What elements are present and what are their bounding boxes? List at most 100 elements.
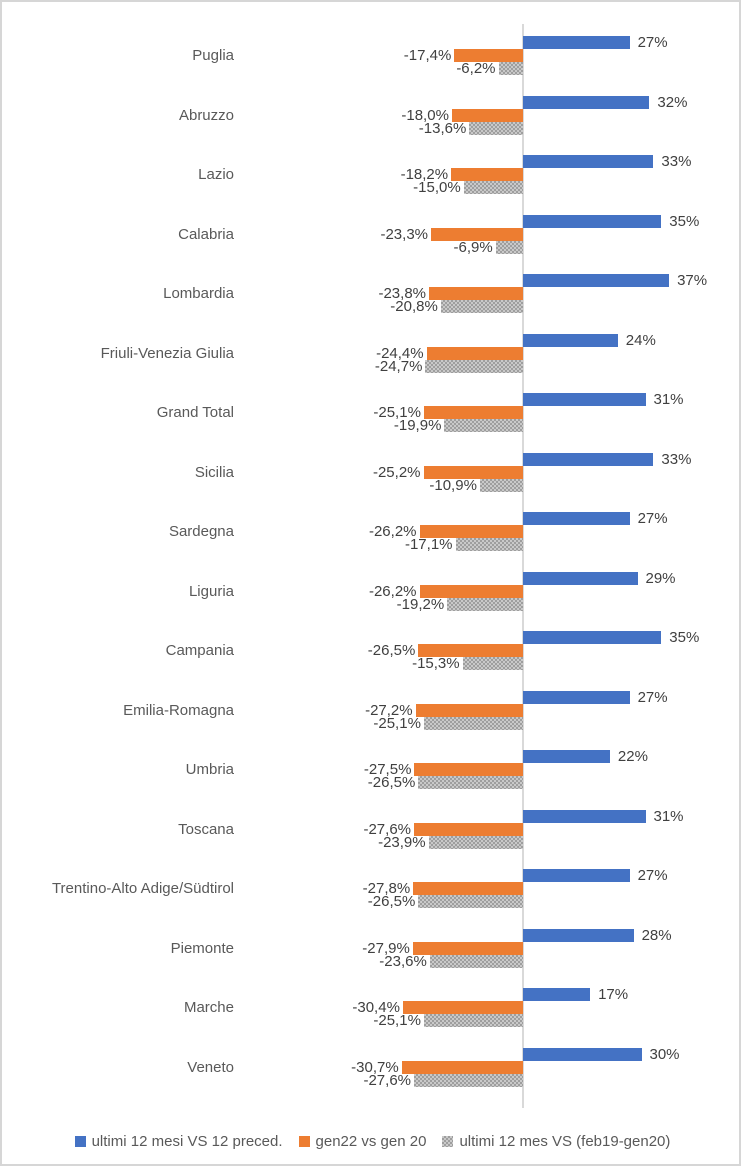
category-label: Friuli-Venezia Giulia: [100, 344, 234, 362]
chart-row: Lombardia 37% -23,8% -20,8%: [2, 264, 741, 324]
value-label-gray: -10,9%: [429, 476, 477, 494]
bar-ultimi-12-mesi: [523, 214, 662, 228]
category-label: Toscana: [178, 820, 234, 838]
category-label: Veneto: [187, 1058, 234, 1076]
value-label-orange: -24,4%: [376, 344, 424, 362]
value-label-orange: -23,8%: [378, 285, 426, 303]
axis-zero-line: [522, 24, 524, 1108]
chart-row: Grand Total 31% -25,1% -19,9%: [2, 383, 741, 443]
category-label: Liguria: [188, 582, 234, 600]
chart-row: Lazio 33% -18,2% -15,0%: [2, 145, 741, 205]
bar-ultimi-12-mes-feb19-gen20: [462, 657, 523, 671]
bar-gen22-vs-gen20: [419, 525, 523, 539]
category-label: Abruzzo: [178, 106, 234, 124]
bar-gen22-vs-gen20: [423, 465, 523, 479]
bar-ultimi-12-mes-feb19-gen20: [479, 478, 523, 492]
chart-row: Friuli-Venezia Giulia 24% -24,4% -24,7%: [2, 324, 741, 384]
value-label-blue: 33%: [661, 450, 692, 468]
bar-ultimi-12-mes-feb19-gen20: [418, 776, 523, 790]
value-label-blue: 27%: [637, 34, 668, 52]
bar-ultimi-12-mesi: [523, 155, 654, 169]
bar-ultimi-12-mes-feb19-gen20: [423, 1014, 523, 1028]
value-label-gray: -15,3%: [412, 655, 460, 673]
value-label-gray: -13,6%: [418, 119, 467, 137]
category-label: Lazio: [198, 166, 234, 183]
bar-gen22-vs-gen20: [454, 49, 523, 63]
value-label-gray: -24,7%: [374, 357, 423, 375]
legend-swatch-gray-icon: [442, 1136, 454, 1147]
bar-ultimi-12-mesi: [523, 1047, 642, 1061]
bar-ultimi-12-mes-feb19-gen20: [469, 121, 523, 135]
value-label-gray: -19,9%: [393, 417, 442, 435]
value-label-blue: 31%: [653, 391, 684, 409]
category-label: Umbria: [185, 761, 234, 778]
bar-ultimi-12-mes-feb19-gen20: [495, 240, 523, 254]
value-label-gray: -20,8%: [390, 298, 438, 316]
bar-ultimi-12-mes-feb19-gen20: [414, 1073, 523, 1087]
bar-gen22-vs-gen20: [451, 108, 523, 122]
value-label-gray: -26,5%: [367, 893, 416, 911]
value-label-gray: -27,6%: [363, 1071, 411, 1089]
bar-gen22-vs-gen20: [419, 584, 523, 598]
chart-row: Marche 17% -30,4% -25,1%: [2, 978, 741, 1038]
bar-ultimi-12-mes-feb19-gen20: [498, 62, 523, 76]
bar-ultimi-12-mesi: [523, 928, 634, 942]
value-label-gray: -26,5%: [367, 774, 416, 792]
bar-gen22-vs-gen20: [401, 1060, 523, 1074]
category-label: Sicilia: [194, 463, 234, 481]
value-label-gray: -23,9%: [378, 833, 426, 851]
bar-gen22-vs-gen20: [414, 822, 523, 836]
chart-row: Emilia-Romagna 27% -27,2% -25,1%: [2, 681, 741, 741]
bar-ultimi-12-mes-feb19-gen20: [463, 181, 524, 195]
value-label-blue: 29%: [645, 569, 676, 587]
value-label-blue: 17%: [598, 986, 629, 1004]
bar-gen22-vs-gen20: [451, 168, 523, 182]
category-label: Piemonte: [170, 939, 234, 957]
bar-gen22-vs-gen20: [402, 1001, 523, 1015]
legend-swatch-blue-icon: [74, 1136, 86, 1147]
value-label-orange: -18,0%: [401, 106, 449, 124]
bar-ultimi-12-mesi: [523, 333, 618, 347]
value-label-orange: -27,8%: [362, 880, 411, 898]
value-label-gray: -25,1%: [373, 1012, 421, 1030]
bar-ultimi-12-mesi: [523, 869, 630, 883]
category-label: Sardegna: [168, 523, 234, 540]
value-label-blue: 27%: [637, 867, 668, 885]
chart-row: Piemonte 28% -27,9% -23,6%: [2, 919, 741, 979]
chart-row: Sardegna 27% -26,2% -17,1%: [2, 502, 741, 562]
value-label-orange: -25,1%: [373, 404, 421, 422]
bar-ultimi-12-mesi: [523, 36, 630, 50]
value-label-gray: -17,1%: [404, 536, 453, 554]
value-label-orange: -26,2%: [368, 523, 417, 541]
legend-item-ultimi-12-mesi: ultimi 12 mesi VS 12 preced.: [74, 1133, 283, 1150]
legend-label: ultimi 12 mesi VS 12 preced.: [91, 1133, 283, 1150]
bar-gen22-vs-gen20: [418, 644, 523, 658]
value-label-orange: -27,5%: [363, 761, 412, 779]
bar-ultimi-12-mes-feb19-gen20: [418, 895, 523, 909]
value-label-orange: -26,2%: [368, 582, 417, 600]
value-label-blue: 30%: [649, 1045, 680, 1063]
category-label: Campania: [165, 642, 234, 659]
bar-ultimi-12-mes-feb19-gen20: [440, 300, 523, 314]
legend-item-ultimi-12-mes-feb19-gen20: ultimi 12 mes VS (feb19-gen20): [442, 1133, 670, 1150]
value-label-gray: -23,6%: [379, 952, 427, 970]
value-label-blue: 27%: [637, 688, 668, 706]
category-label: Calabria: [178, 225, 234, 243]
bar-ultimi-12-mes-feb19-gen20: [423, 716, 523, 730]
bar-ultimi-12-mesi: [523, 631, 662, 645]
category-label: Puglia: [192, 47, 234, 64]
bar-gen22-vs-gen20: [423, 406, 523, 420]
bar-ultimi-12-mes-feb19-gen20: [455, 538, 523, 552]
chart-row: Puglia 27% -17,4% -6,2%: [2, 26, 741, 86]
value-label-blue: 32%: [657, 93, 688, 111]
bar-ultimi-12-mesi: [523, 571, 638, 585]
value-label-blue: 35%: [669, 629, 700, 647]
value-label-gray: -15,0%: [413, 179, 461, 197]
value-label-orange: -25,2%: [372, 463, 421, 481]
value-label-blue: 31%: [653, 807, 684, 825]
value-label-blue: 33%: [661, 153, 692, 171]
value-label-gray: -6,2%: [456, 60, 496, 78]
value-label-blue: 24%: [625, 331, 656, 349]
